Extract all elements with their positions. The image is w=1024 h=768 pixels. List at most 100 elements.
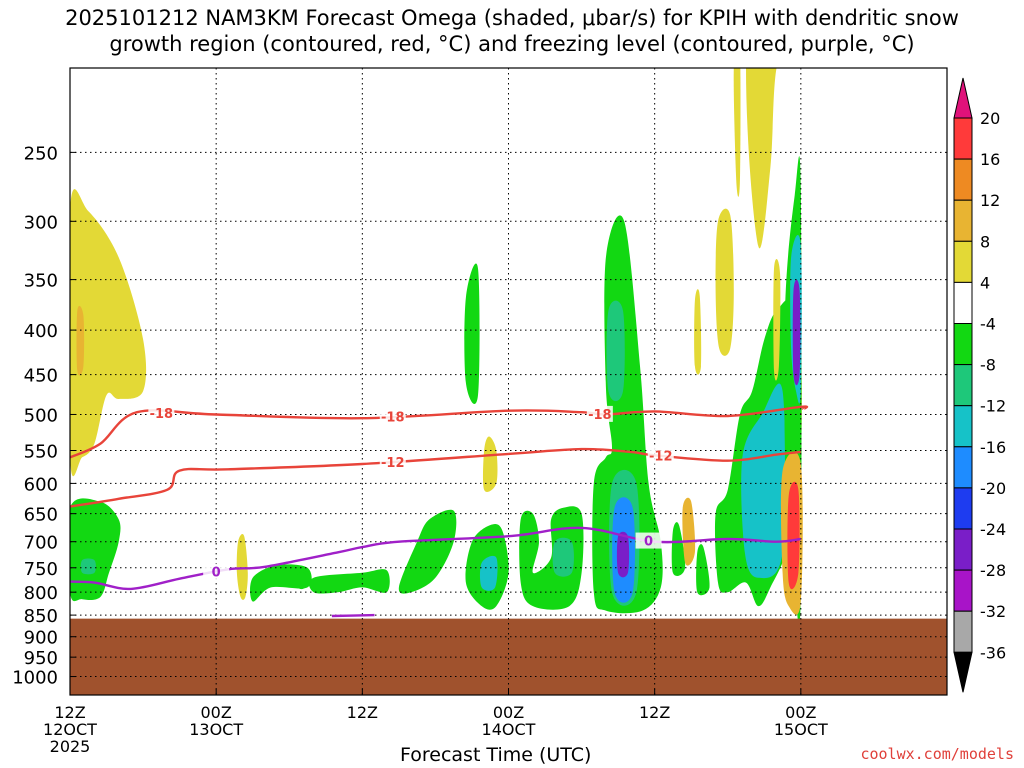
y-tick-label-600: 600 <box>24 474 58 495</box>
grid-lines <box>70 68 947 695</box>
omega-region-17 <box>606 300 625 402</box>
y-tick-label-300: 300 <box>24 212 58 233</box>
contour-label-0-0: -18 <box>150 407 174 422</box>
colorbar-label-2: 12 <box>980 191 1000 210</box>
omega-region-21 <box>682 497 696 566</box>
omega-region-31 <box>733 68 741 197</box>
x-tick-label-4-0: 12Z <box>639 703 670 722</box>
colorbar-label-0: 20 <box>980 109 1000 128</box>
colorbar-bin-2 <box>953 199 973 242</box>
contour-layer: -18 -18 -18 -12 -12 0 0 <box>70 404 809 618</box>
colorbar-bin-4 <box>953 281 973 324</box>
omega-region-5 <box>250 564 312 602</box>
omega-region-1 <box>76 305 85 376</box>
colorbar-label-7: -12 <box>980 397 1006 416</box>
chart-title-line2: growth region (contoured, red, °C) and f… <box>109 32 915 56</box>
colorbar-label-1: 16 <box>980 150 1000 169</box>
y-tick-label-400: 400 <box>24 321 58 342</box>
contour-line-0 <box>70 405 809 459</box>
plot-frame <box>69 67 948 696</box>
colorbar-label-8: -16 <box>980 438 1006 457</box>
contour-label-bg-0-0 <box>148 404 175 421</box>
omega-region-6 <box>308 569 390 594</box>
omega-region-10 <box>483 436 498 492</box>
omega-region-7 <box>296 572 306 590</box>
contour-label-bg-1-0 <box>379 453 406 470</box>
colorbar-bin-9 <box>953 487 973 530</box>
omega-region-2 <box>70 498 121 602</box>
omega-region-28 <box>746 68 777 249</box>
contour-label-bg-0-2 <box>586 405 613 422</box>
y-tick-label-850: 850 <box>24 606 58 627</box>
colorbar-label-9: -20 <box>980 479 1006 498</box>
x-axis-title: Forecast Time (UTC) <box>400 744 592 766</box>
y-tick-label-650: 650 <box>24 505 58 526</box>
colorbar-under-arrow <box>953 651 973 693</box>
site-credit: coolwx.com/models <box>860 745 1014 763</box>
omega-region-29 <box>773 258 781 381</box>
colorbar-bin-8 <box>953 446 973 489</box>
x-tick-label-5-1: 15OCT <box>774 720 828 739</box>
x-tick-label-1-0: 00Z <box>201 703 232 722</box>
omega-region-3 <box>80 558 96 575</box>
contour-label-2-0: 0 <box>212 566 221 581</box>
colorbar-bin-11 <box>953 569 973 612</box>
omega-shading-layer <box>70 68 803 626</box>
colorbar-bin-0 <box>953 117 973 160</box>
colorbar-bin-7 <box>953 405 973 448</box>
omega-region-22 <box>696 544 710 596</box>
y-tick-label-800: 800 <box>24 583 58 604</box>
chart-title-line1: 2025101212 NAM3KM Forecast Omega (shaded… <box>65 6 959 30</box>
contour-label-bg-1-1 <box>647 447 674 464</box>
y-tick-label-700: 700 <box>24 533 58 554</box>
x-tick-label-0-0: 12Z <box>54 703 85 722</box>
omega-region-20 <box>671 522 686 577</box>
colorbar-label-3: 8 <box>980 232 990 251</box>
omega-region-9 <box>464 263 480 405</box>
colorbar-legend: 20 16 12 8 4 -4 -8 -12 -16 -20 -24 -28 -32 -36 <box>953 77 1006 693</box>
y-tick-label-900: 900 <box>24 628 58 649</box>
y-tick-label-500: 500 <box>24 405 58 426</box>
omega-region-26 <box>741 383 786 579</box>
omega-region-14 <box>552 537 574 577</box>
colorbar-label-12: -32 <box>980 602 1006 621</box>
omega-region-12 <box>479 555 498 591</box>
colorbar-label-13: -36 <box>980 643 1006 662</box>
colorbar-bin-6 <box>953 364 973 407</box>
omega-region-24 <box>715 208 734 356</box>
colorbar-label-10: -24 <box>980 520 1006 539</box>
y-tick-label-350: 350 <box>24 271 58 292</box>
colorbar-bin-3 <box>953 240 973 283</box>
contour-line-1 <box>70 447 801 508</box>
colorbar-bin-5 <box>953 323 973 366</box>
contour-label-0-1: -18 <box>381 411 405 426</box>
contour-label-bg-2-1 <box>635 532 662 549</box>
colorbar-bin-10 <box>953 528 973 571</box>
colorbar-bin-12 <box>953 610 973 653</box>
y-tick-label-1000: 1000 <box>12 668 58 689</box>
omega-region-36 <box>787 481 800 590</box>
x-tick-label-5-0: 00Z <box>785 703 816 722</box>
contour-line-3 <box>331 613 375 618</box>
colorbar-bin-1 <box>953 158 973 201</box>
x-tick-label-3-0: 00Z <box>493 703 524 722</box>
colorbar-label-6: -8 <box>980 356 996 375</box>
omega-region-34 <box>792 279 801 386</box>
contour-label-0-2: -18 <box>588 408 612 423</box>
contour-label-1-1: -12 <box>649 450 673 465</box>
omega-region-19 <box>616 531 630 578</box>
contour-label-bg-2-0 <box>203 563 230 580</box>
contour-label-1-0: -12 <box>381 456 405 471</box>
x-tick-label-0-2: 2025 <box>50 737 91 756</box>
x-tick-label-2-0: 12Z <box>347 703 378 722</box>
x-tick-label-1-1: 13OCT <box>189 720 243 739</box>
y-axis-ticks: 2503003504004505005506006507007508008509… <box>12 143 76 689</box>
colorbar-label-5: -4 <box>980 315 996 334</box>
contour-label-bg-0-1 <box>379 408 406 425</box>
colorbar-label-11: -28 <box>980 561 1006 580</box>
y-tick-label-550: 550 <box>24 442 58 463</box>
y-tick-label-250: 250 <box>24 143 58 164</box>
colorbar-label-4: 4 <box>980 273 990 292</box>
